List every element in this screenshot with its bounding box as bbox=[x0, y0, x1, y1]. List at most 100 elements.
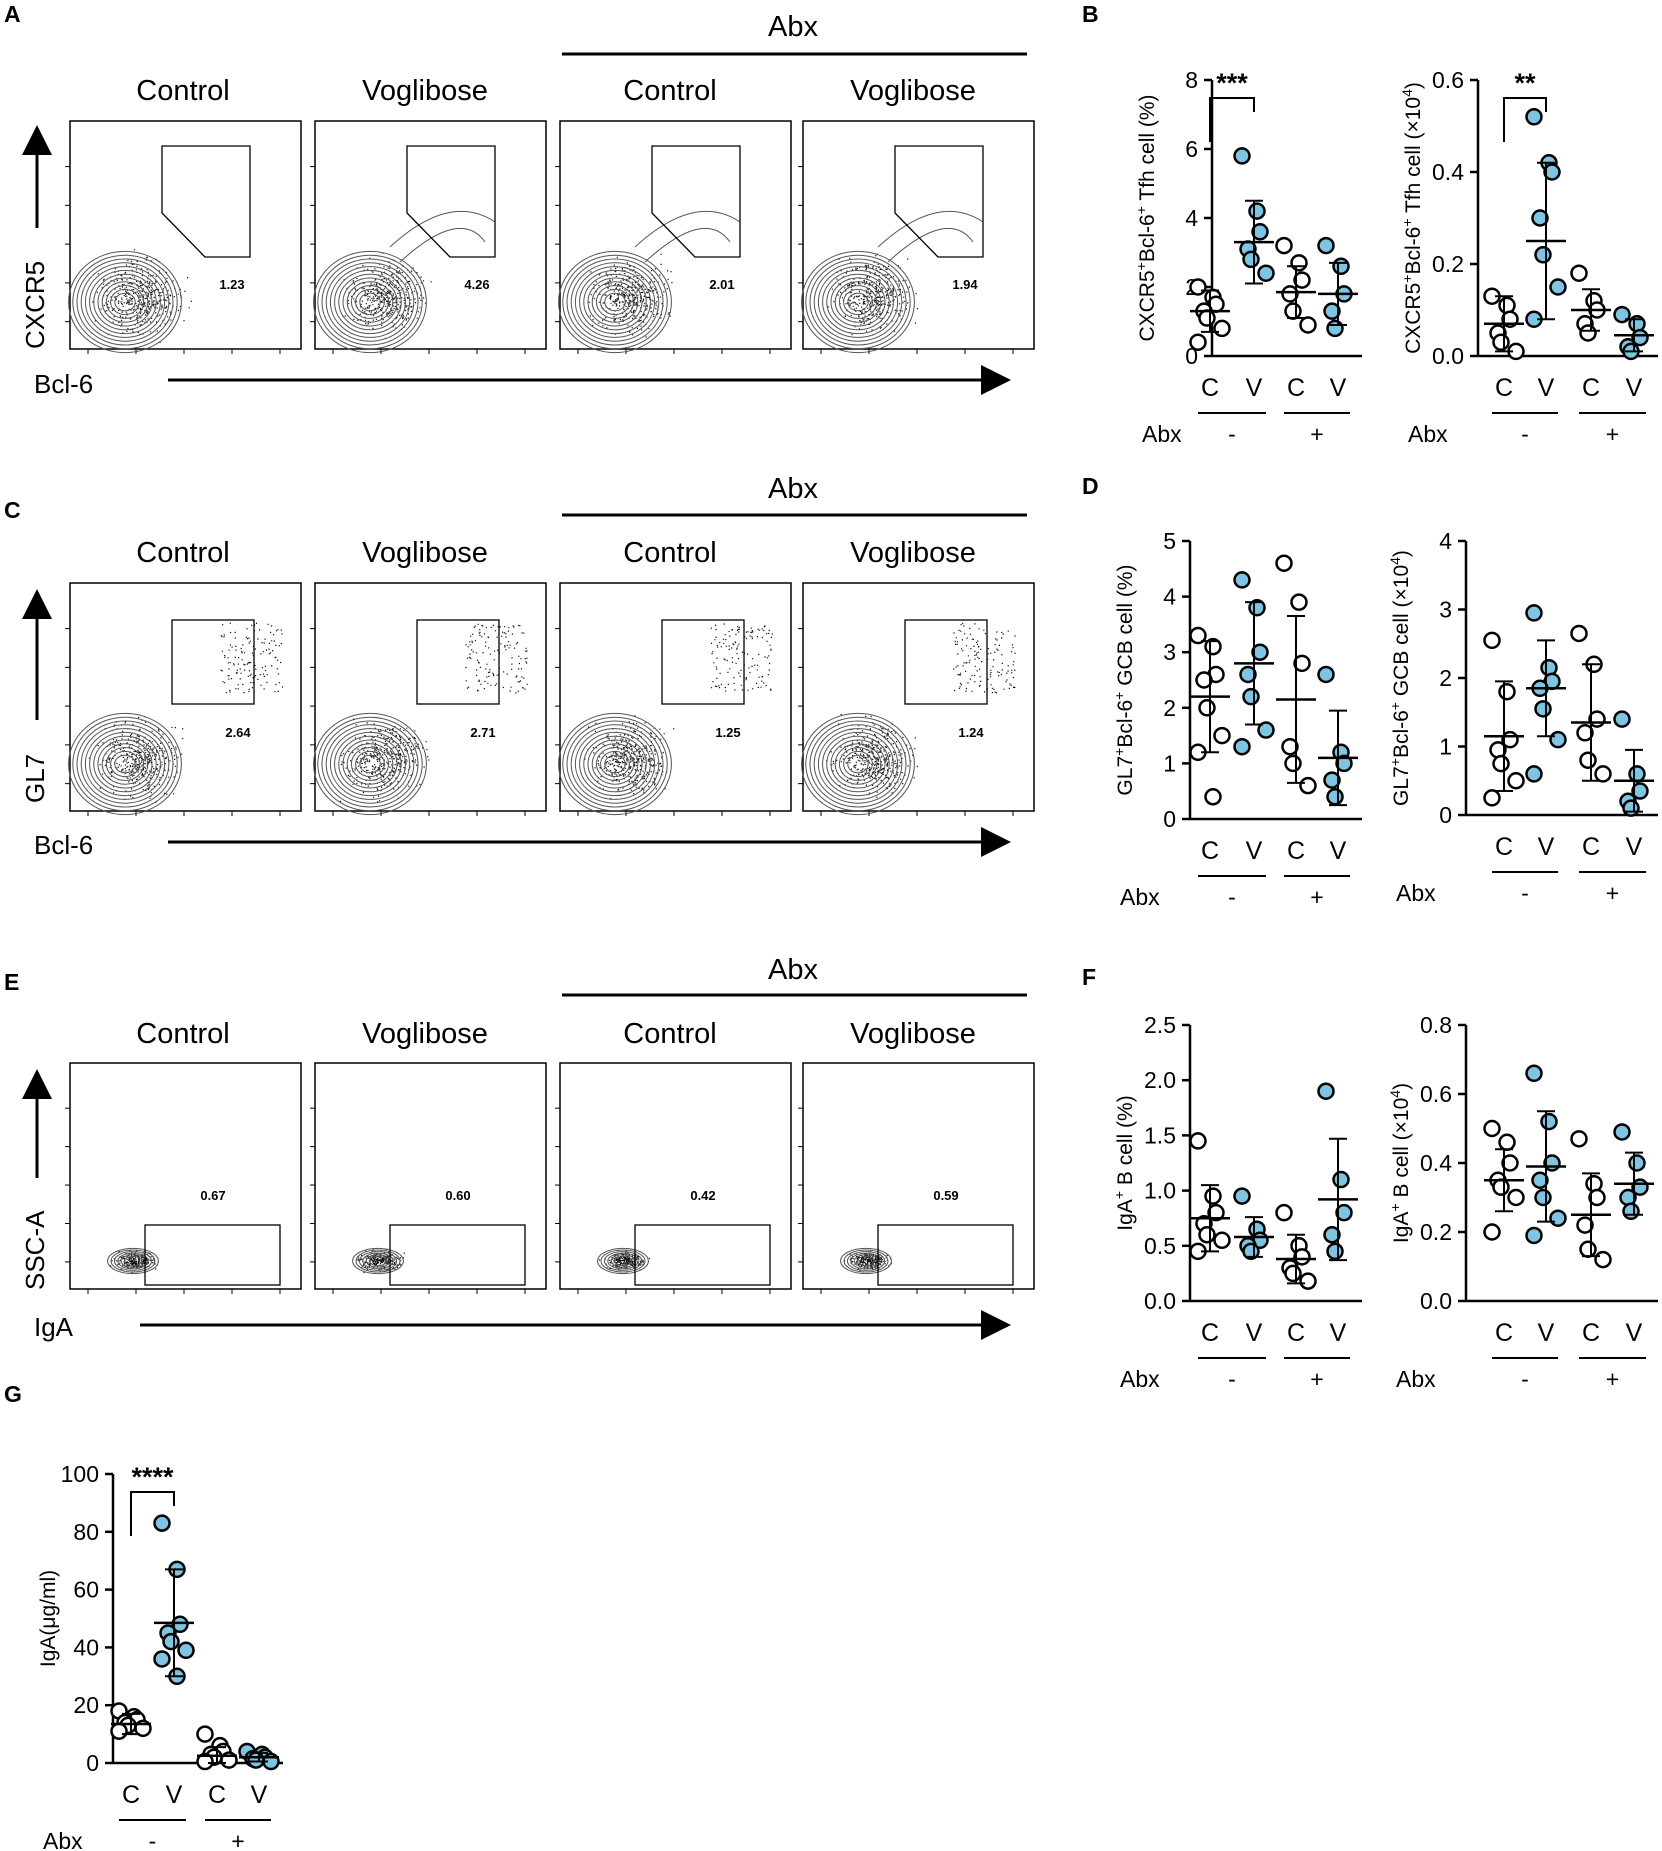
data-point bbox=[1257, 721, 1275, 739]
contour-line bbox=[313, 712, 427, 816]
contour-line bbox=[72, 254, 178, 350]
y-label-part: Bcl-6 bbox=[1390, 710, 1413, 758]
gate-percent: 0.59 bbox=[933, 1188, 958, 1203]
data-point bbox=[1483, 631, 1501, 650]
contour-line bbox=[600, 1249, 646, 1273]
flow-panel-c: C Abx Control Voglibose Control Voglibos… bbox=[4, 473, 1035, 860]
contour-line bbox=[329, 728, 411, 800]
gate-percent: 0.60 bbox=[445, 1188, 470, 1203]
abx-value: + bbox=[231, 1828, 244, 1851]
data-point bbox=[1195, 671, 1213, 689]
data-point bbox=[171, 1615, 189, 1634]
contour-line bbox=[579, 269, 651, 335]
data-point bbox=[1534, 1188, 1552, 1207]
contour-line bbox=[826, 273, 890, 331]
gate bbox=[904, 619, 988, 705]
y-axis-label: SSC-A bbox=[20, 1210, 50, 1290]
plot-frame bbox=[314, 120, 547, 350]
x-axis-label: Bcl-6 bbox=[34, 369, 93, 399]
group-label: C bbox=[1582, 833, 1600, 861]
data-point bbox=[1579, 751, 1597, 769]
data-point bbox=[1290, 254, 1308, 272]
column-title: Voglibose bbox=[362, 75, 488, 107]
data-point bbox=[1501, 1154, 1519, 1172]
y-label-superscript: 4 bbox=[1387, 557, 1403, 565]
data-point bbox=[1198, 1226, 1216, 1244]
gate-percent: 0.42 bbox=[690, 1188, 715, 1203]
abx-header: Abx bbox=[768, 473, 818, 505]
column-title: Voglibose bbox=[362, 537, 488, 569]
gate bbox=[661, 619, 745, 705]
y-label-part: IgA(μg/ml) bbox=[37, 1570, 60, 1667]
data-point bbox=[1335, 1203, 1353, 1222]
data-point bbox=[1207, 1203, 1225, 1222]
abx-value: + bbox=[1310, 421, 1323, 447]
data-point bbox=[1613, 1123, 1631, 1141]
group-label: C bbox=[1495, 374, 1513, 402]
contour-line bbox=[801, 712, 915, 816]
contour-line bbox=[595, 747, 635, 781]
contour-line bbox=[843, 1249, 889, 1273]
y-tick-label: 40 bbox=[73, 1634, 99, 1660]
gated-event-dots bbox=[465, 623, 528, 694]
y-tick-label: 0.5 bbox=[1144, 1233, 1176, 1259]
y-label-superscript: + bbox=[1111, 1191, 1127, 1199]
data-point bbox=[1525, 1064, 1543, 1083]
data-point bbox=[1492, 333, 1510, 351]
abx-row-label: Abx bbox=[1120, 884, 1160, 910]
y-tick-label: 2.0 bbox=[1144, 1067, 1176, 1093]
gated-event-dots bbox=[220, 622, 284, 694]
data-point bbox=[196, 1752, 214, 1771]
column-title: Voglibose bbox=[362, 1018, 488, 1050]
y-tick-label: 0.0 bbox=[1420, 1288, 1452, 1314]
data-point bbox=[1233, 147, 1251, 165]
contour-line bbox=[591, 743, 639, 785]
contour-line bbox=[644, 227, 731, 263]
contour-line bbox=[72, 716, 178, 812]
data-point bbox=[1248, 202, 1266, 220]
plot-frame bbox=[559, 582, 792, 812]
y-tick-label: 0.2 bbox=[1420, 1219, 1452, 1245]
abx-row-label: Abx bbox=[1396, 1366, 1436, 1392]
data-point bbox=[1631, 328, 1649, 347]
y-label-part: Bcl-6 bbox=[1402, 227, 1425, 275]
contour-line bbox=[346, 743, 394, 785]
plot-frame bbox=[314, 1062, 547, 1290]
panel-letter-b: B bbox=[1082, 1, 1099, 27]
significance-label: **** bbox=[131, 1462, 174, 1492]
plot-frame bbox=[69, 582, 302, 812]
group-label: V bbox=[166, 1781, 183, 1809]
contour-line bbox=[89, 731, 161, 797]
group-label: V bbox=[1330, 1319, 1347, 1347]
data-point bbox=[1323, 302, 1341, 320]
contour-line bbox=[830, 739, 886, 789]
contour-line bbox=[805, 254, 911, 350]
group-label: C bbox=[1201, 374, 1219, 402]
data-point bbox=[1543, 163, 1561, 181]
flow-panel-a: A Abx Control Voglibose Control Voglibos… bbox=[4, 1, 1035, 399]
data-point bbox=[1492, 754, 1510, 773]
data-point bbox=[1549, 1209, 1567, 1227]
contour-line bbox=[600, 750, 630, 778]
y-axis-label: IgA+ B cell (×104) bbox=[1387, 1083, 1413, 1243]
data-point bbox=[1213, 1231, 1231, 1250]
contour-line bbox=[847, 754, 869, 774]
contour-line bbox=[313, 250, 427, 354]
facs-plot-row: 2.64 2.71 1.25 1.24 bbox=[65, 582, 1035, 816]
panel-letter-d: D bbox=[1082, 473, 1099, 499]
data-point bbox=[1275, 1203, 1293, 1222]
data-point bbox=[1317, 1082, 1335, 1100]
y-axis-label: GL7+Bcl-6+ GCB cell (%) bbox=[1111, 564, 1137, 795]
data-point bbox=[1335, 754, 1353, 773]
y-tick-label: 2.5 bbox=[1144, 1012, 1176, 1038]
y-label-superscript: 4 bbox=[1387, 1090, 1403, 1098]
y-axis-label: CXCR5 bbox=[20, 261, 50, 349]
contour-line bbox=[834, 281, 882, 323]
contour-line bbox=[604, 292, 626, 312]
y-label-part: GL7 bbox=[1114, 756, 1137, 796]
gate bbox=[416, 619, 500, 705]
y-label-superscript: 4 bbox=[1399, 89, 1415, 97]
